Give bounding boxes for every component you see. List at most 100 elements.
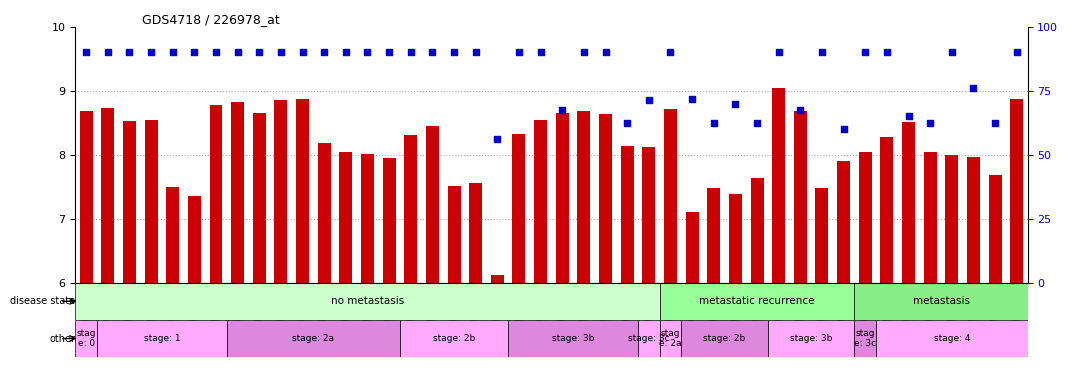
Bar: [274, 101, 287, 283]
Point: [445, 50, 463, 56]
Text: stage: 4: stage: 4: [934, 334, 971, 343]
Point: [467, 50, 484, 56]
Point: [510, 50, 527, 56]
Bar: [231, 103, 244, 283]
Text: stage: 3b: stage: 3b: [552, 334, 594, 343]
Bar: [210, 105, 223, 283]
Bar: [728, 194, 742, 283]
Text: stage: 2b: stage: 2b: [704, 334, 746, 343]
FancyBboxPatch shape: [75, 283, 660, 320]
FancyBboxPatch shape: [681, 320, 768, 357]
Bar: [123, 121, 136, 283]
Point: [792, 107, 809, 113]
FancyBboxPatch shape: [768, 320, 854, 357]
FancyBboxPatch shape: [508, 320, 638, 357]
Point: [597, 50, 614, 56]
Bar: [642, 147, 655, 283]
Bar: [362, 154, 374, 283]
Point: [576, 50, 593, 56]
Point: [813, 50, 831, 56]
Text: stag
e: 2a: stag e: 2a: [660, 329, 682, 348]
Point: [726, 101, 744, 107]
Bar: [512, 134, 525, 283]
Bar: [664, 109, 677, 283]
Bar: [578, 111, 591, 283]
Bar: [621, 146, 634, 283]
Point: [272, 50, 289, 56]
Bar: [773, 88, 785, 283]
Bar: [685, 212, 698, 283]
Point: [121, 50, 138, 56]
Point: [186, 50, 203, 56]
Point: [944, 50, 961, 56]
FancyBboxPatch shape: [854, 283, 1028, 320]
Point: [878, 50, 895, 56]
Bar: [794, 111, 807, 283]
Point: [835, 126, 852, 132]
Bar: [902, 122, 915, 283]
Point: [294, 50, 311, 56]
Text: stage: 3b: stage: 3b: [790, 334, 833, 343]
Point: [640, 98, 657, 104]
Bar: [253, 113, 266, 283]
Text: stage: 3c: stage: 3c: [628, 334, 669, 343]
Bar: [599, 114, 612, 283]
Bar: [556, 113, 569, 283]
Bar: [837, 161, 850, 283]
Bar: [751, 179, 764, 283]
Bar: [923, 152, 937, 283]
Bar: [707, 188, 720, 283]
Text: stage: 1: stage: 1: [143, 334, 180, 343]
Bar: [859, 152, 872, 283]
Point: [532, 50, 549, 56]
Bar: [80, 111, 93, 283]
Point: [251, 50, 268, 56]
Point: [208, 50, 225, 56]
Text: metastasis: metastasis: [912, 296, 969, 306]
Bar: [405, 135, 417, 283]
Point: [402, 50, 420, 56]
Bar: [469, 183, 482, 283]
Point: [381, 50, 398, 56]
FancyBboxPatch shape: [876, 320, 1028, 357]
Text: stage: 2b: stage: 2b: [433, 334, 476, 343]
Bar: [534, 119, 547, 283]
Bar: [383, 158, 396, 283]
Point: [662, 50, 679, 56]
Text: disease state: disease state: [10, 296, 75, 306]
Text: GDS4718 / 226978_at: GDS4718 / 226978_at: [142, 13, 280, 26]
FancyBboxPatch shape: [854, 320, 876, 357]
Point: [315, 50, 332, 56]
Point: [77, 50, 95, 56]
FancyBboxPatch shape: [75, 320, 97, 357]
Point: [337, 50, 354, 56]
Point: [142, 50, 159, 56]
Bar: [339, 152, 352, 283]
Text: metastatic recurrence: metastatic recurrence: [699, 296, 815, 306]
Point: [900, 113, 917, 119]
Point: [705, 120, 722, 126]
Bar: [296, 99, 309, 283]
Point: [1008, 50, 1025, 56]
Bar: [816, 188, 829, 283]
FancyBboxPatch shape: [227, 320, 400, 357]
Point: [749, 120, 766, 126]
Bar: [1010, 99, 1023, 283]
Text: stag
e: 3c: stag e: 3c: [854, 329, 876, 348]
FancyBboxPatch shape: [400, 320, 508, 357]
Bar: [967, 157, 980, 283]
Point: [770, 50, 788, 56]
Point: [965, 84, 982, 91]
Bar: [989, 175, 1002, 283]
Point: [921, 120, 938, 126]
Text: other: other: [49, 334, 75, 344]
FancyBboxPatch shape: [660, 320, 681, 357]
Text: no metastasis: no metastasis: [330, 296, 405, 306]
Point: [165, 50, 182, 56]
Point: [987, 120, 1004, 126]
Bar: [946, 155, 959, 283]
Point: [489, 136, 506, 142]
Point: [554, 107, 571, 113]
Point: [683, 96, 700, 102]
Bar: [880, 137, 893, 283]
